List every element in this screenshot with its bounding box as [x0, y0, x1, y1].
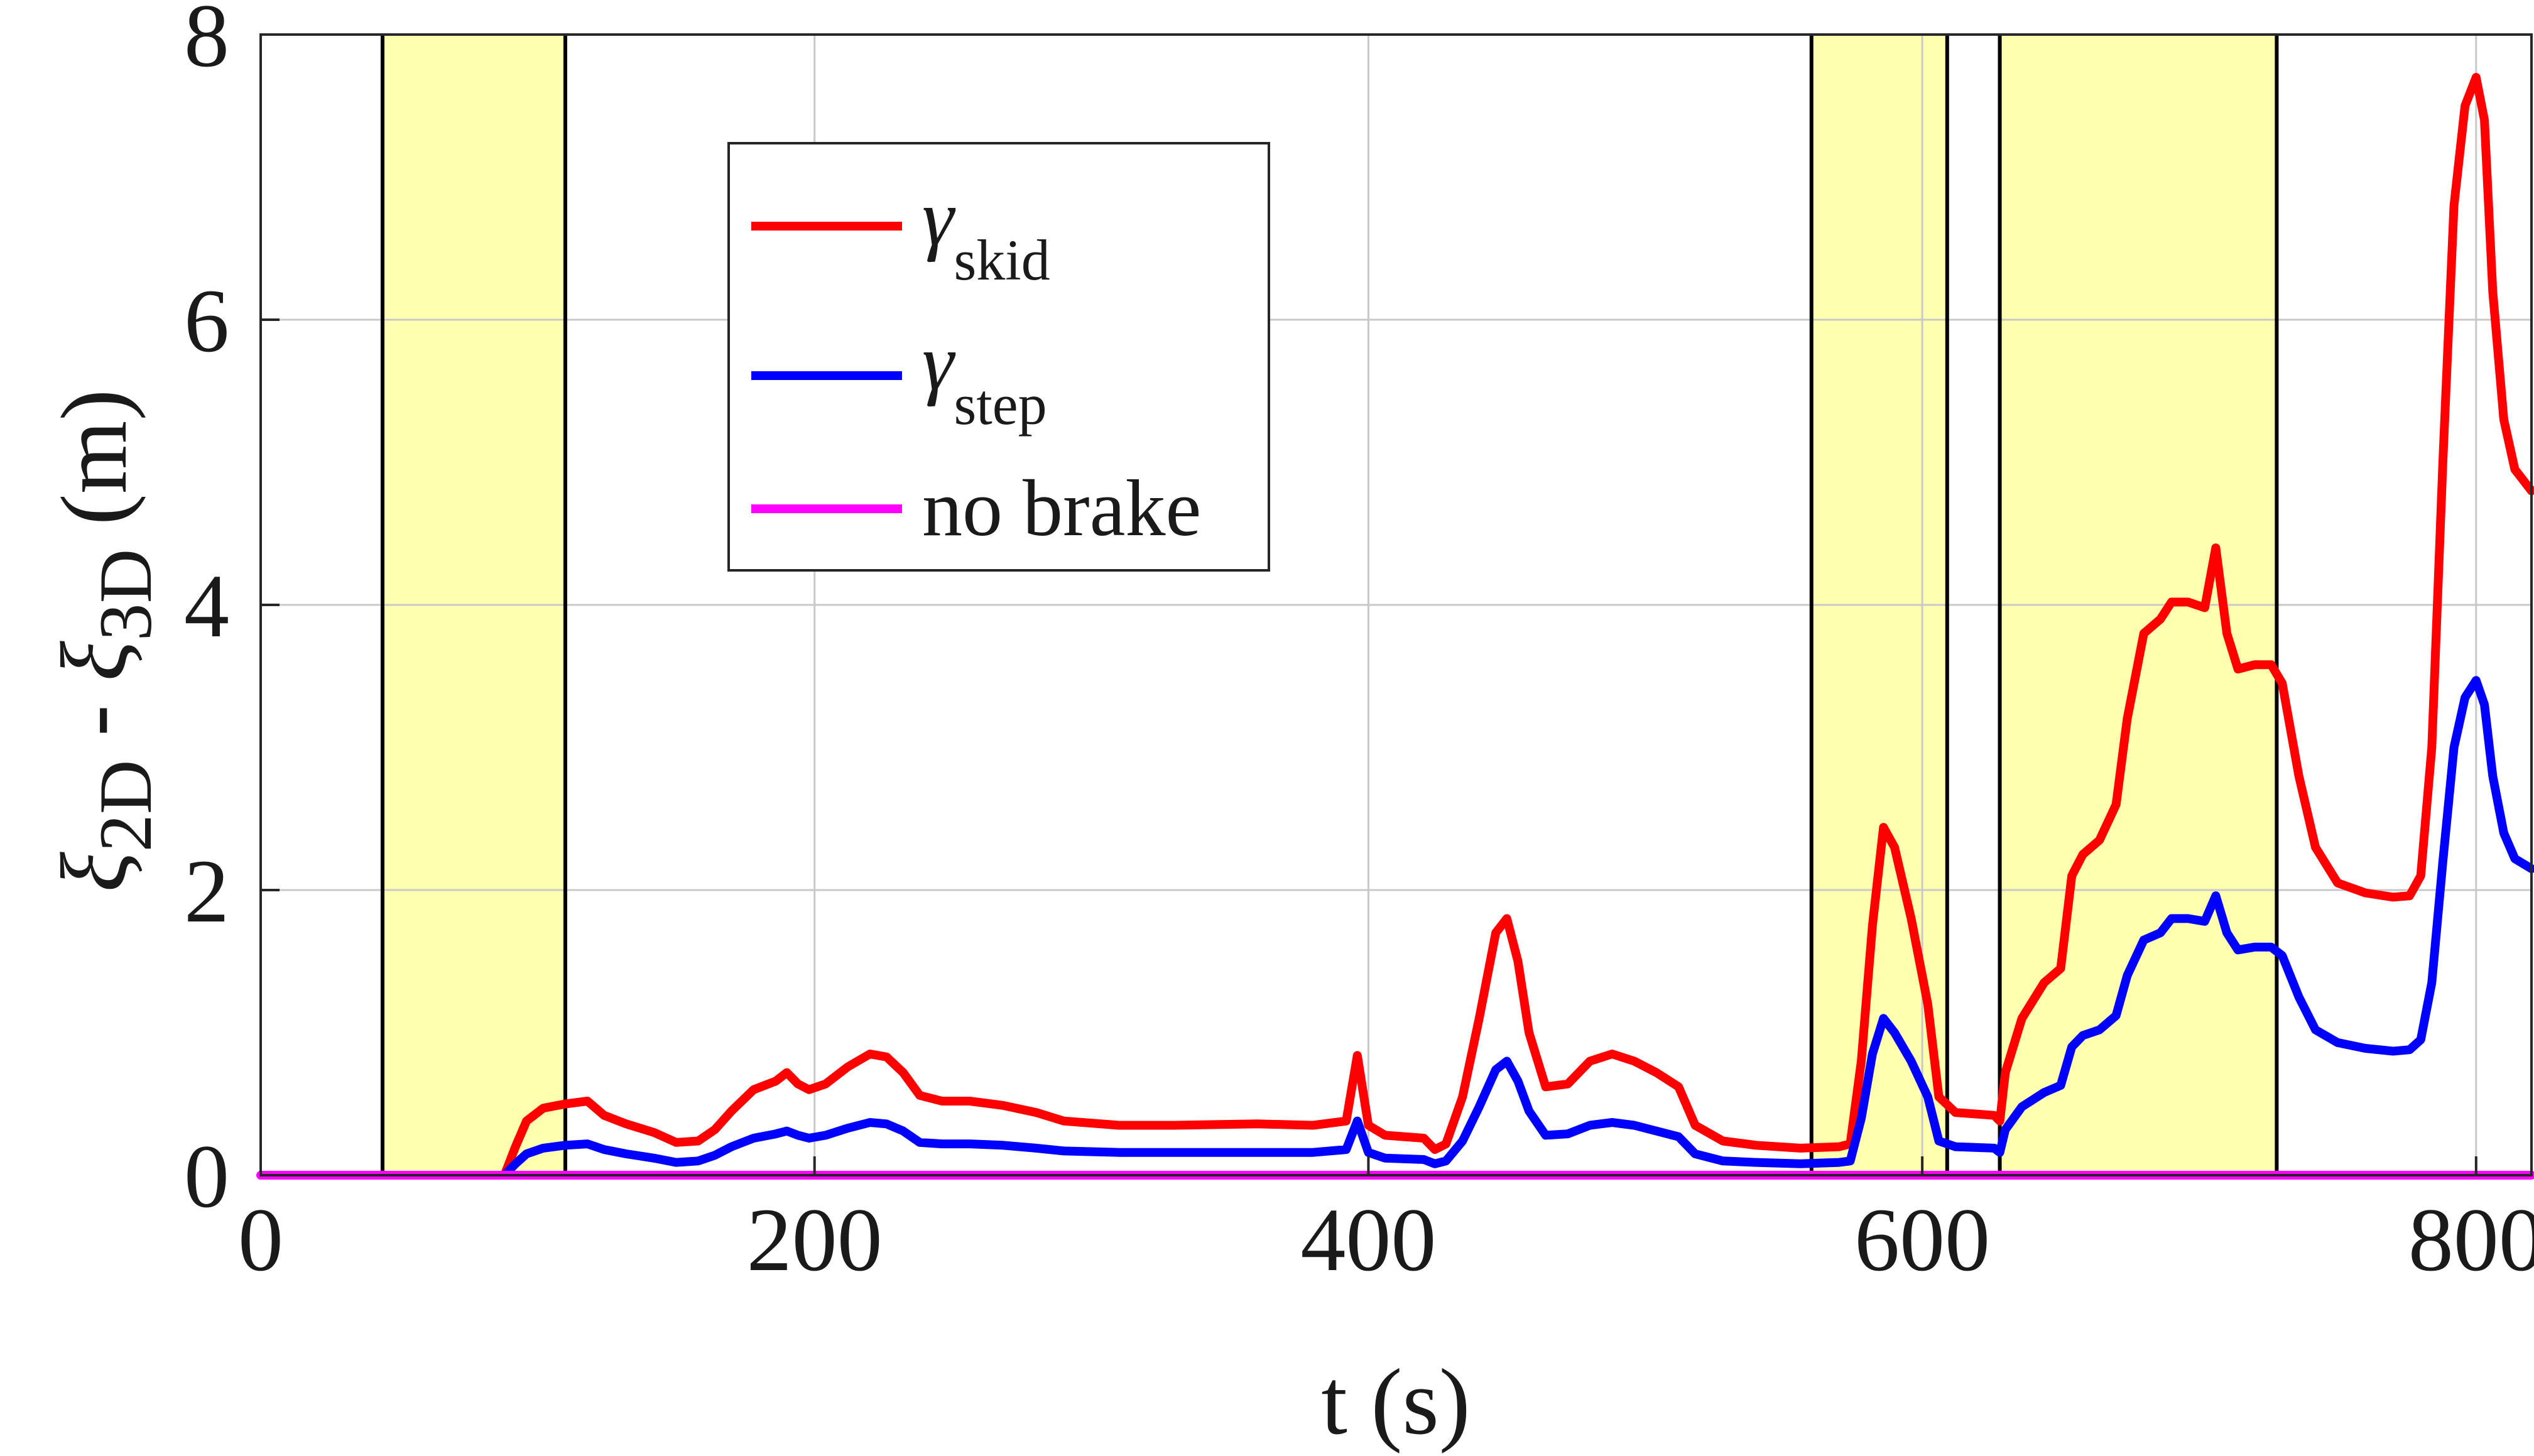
- event-lines: [380, 35, 2279, 1175]
- x-tick-label-3: 600: [1854, 1190, 1990, 1290]
- y-axis-dash: -: [42, 705, 146, 736]
- y-axis-sub-1: 2D: [84, 760, 167, 852]
- y-axis-unit: (m): [42, 389, 146, 526]
- y-axis-sub-2: 3D: [84, 549, 167, 641]
- grid: [261, 33, 2531, 1175]
- y-tick-label-2: 4: [184, 557, 229, 656]
- y-tick-label-0: 0: [184, 1127, 229, 1227]
- y-tick-label-1: 2: [184, 842, 229, 942]
- y-axis-symbol-1: ξ: [42, 851, 146, 892]
- x-tick-label-2: 400: [1300, 1190, 1436, 1290]
- legend-step-sub: step: [954, 372, 1047, 437]
- x-tick-label-0: 0: [238, 1190, 283, 1290]
- x-tick-label-4: 800: [2408, 1190, 2534, 1290]
- y-tick-label-3: 6: [184, 271, 229, 371]
- legend-skid-sub: skid: [954, 228, 1050, 292]
- x-axis-label: t (s): [1321, 1350, 1470, 1454]
- legend: γskid γstep no brake: [727, 142, 1270, 572]
- legend-label-nobrake: no brake: [922, 464, 1201, 553]
- y-tick-label-4: 8: [184, 0, 229, 86]
- x-tick-label-1: 200: [747, 1190, 883, 1290]
- legend-skid-symbol: γ: [922, 173, 956, 263]
- tick-labels: 0 200 400 600 800 0 2 4 6 8: [184, 0, 2534, 1290]
- legend-label-step: γstep: [922, 318, 1047, 437]
- series-line--step: [500, 676, 2534, 1180]
- series-line--skid: [500, 73, 2534, 1180]
- legend-step-symbol: γ: [922, 318, 956, 407]
- legend-label-skid: γskid: [922, 173, 1050, 292]
- y-axis-symbol-2: ξ: [42, 641, 146, 682]
- y-axis-label: ξ2D - ξ3D (m): [42, 389, 167, 893]
- legend-box: [727, 142, 1270, 572]
